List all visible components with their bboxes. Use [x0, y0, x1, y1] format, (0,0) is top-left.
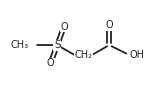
Text: O: O: [60, 22, 68, 32]
Text: S: S: [54, 40, 60, 50]
Text: OH: OH: [129, 50, 144, 60]
Text: O: O: [105, 20, 113, 30]
Text: O: O: [47, 58, 54, 68]
Text: CH₃: CH₃: [11, 40, 29, 50]
Text: CH₂: CH₂: [74, 50, 92, 60]
